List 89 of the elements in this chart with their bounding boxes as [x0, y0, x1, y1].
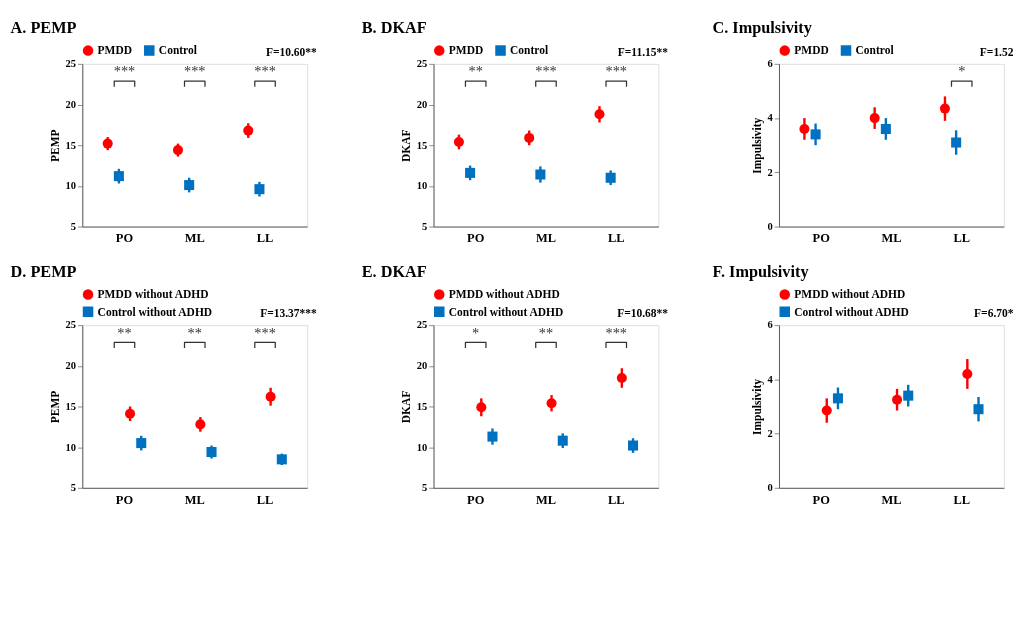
y-tick-label: 20 [65, 360, 77, 372]
annotation: *** [254, 63, 276, 80]
y-tick-label: 10 [416, 180, 428, 192]
annotation: *** [535, 63, 557, 80]
legend-label: PMDD without ADHD [448, 288, 560, 301]
y-axis-title: Impulsivity [750, 378, 764, 436]
y-tick-label: 2 [767, 166, 773, 178]
y-tick-label: 2 [767, 427, 773, 439]
legend-label: Control [510, 44, 549, 57]
y-tick-label: 5 [422, 220, 428, 232]
annotation: *** [254, 324, 276, 341]
legend-label: Control without ADHD [448, 305, 564, 318]
y-tick-label: 20 [416, 360, 428, 372]
y-tick-label: 15 [65, 139, 77, 151]
text: F=11.15** [617, 46, 669, 59]
x-tick-label: LL [256, 492, 274, 507]
text: F=10.68** [617, 307, 669, 320]
x-tick-label: LL [607, 492, 625, 507]
x-tick-label: LL [953, 492, 971, 507]
x-tick-label: ML [535, 492, 556, 507]
legend-label: PMDD without ADHD [794, 288, 906, 301]
legend-label: Control without ADHD [794, 305, 909, 318]
y-tick-label: 5 [70, 220, 77, 232]
x-tick-label: PO [467, 231, 485, 246]
text: F=1.52 [979, 46, 1014, 59]
y-tick-label: 15 [416, 400, 428, 412]
text: F=13.37*** [260, 307, 318, 320]
legend-label: Control without ADHD [97, 305, 213, 318]
legend-label: Control [855, 44, 894, 57]
y-tick-label: 25 [65, 58, 77, 70]
annotation: *** [605, 324, 628, 341]
y-tick-label: 4 [767, 112, 774, 124]
x-tick-label: LL [607, 231, 625, 246]
x-tick-label: LL [256, 231, 274, 246]
y-tick-label: 0 [767, 482, 773, 494]
y-tick-label: 5 [70, 482, 77, 494]
legend-label: PMDD [794, 44, 829, 57]
x-tick-label: ML [184, 231, 205, 246]
annotation: *** [605, 63, 628, 80]
y-axis-title: Impulsivity [750, 117, 764, 174]
x-tick-label: ML [881, 231, 902, 246]
annotation: *** [183, 63, 206, 80]
x-tick-label: LL [953, 231, 971, 246]
x-tick-label: PO [812, 231, 831, 246]
annotation: ** [117, 324, 132, 341]
y-tick-label: 10 [416, 441, 428, 453]
legend-label: Control [158, 44, 197, 57]
chart-title: E. DKAF [361, 263, 427, 282]
y-tick-label: 0 [767, 220, 773, 232]
annotation: ** [468, 63, 483, 80]
y-tick-label: 15 [416, 139, 428, 151]
legend-label: PMDD [97, 44, 133, 57]
y-tick-label: 6 [767, 319, 773, 331]
legend-label: PMDD without ADHD [97, 288, 209, 301]
y-axis-title: PEMP [48, 390, 61, 424]
y-tick-label: 5 [422, 482, 428, 494]
chart-title: B. DKAF [361, 19, 427, 38]
annotation: * [472, 324, 480, 341]
chart-title: D. PEMP [10, 263, 77, 282]
x-tick-label: ML [881, 492, 902, 507]
x-tick-label: PO [467, 492, 485, 507]
text: F=10.60** [265, 46, 318, 59]
text: F=6.70* [974, 307, 1014, 320]
annotation: * [958, 63, 966, 80]
annotation: ** [538, 324, 554, 341]
x-tick-label: PO [115, 492, 134, 507]
y-tick-label: 15 [65, 400, 77, 412]
y-axis-title: DKAF [400, 129, 413, 162]
x-tick-label: PO [812, 492, 831, 507]
y-tick-label: 10 [65, 180, 77, 192]
y-tick-label: 25 [416, 319, 428, 331]
y-tick-label: 25 [65, 319, 77, 331]
y-axis-title: PEMP [48, 129, 61, 162]
annotation: ** [187, 324, 202, 341]
y-tick-label: 10 [65, 441, 77, 453]
annotation: *** [113, 63, 136, 80]
chart-title: C. Impulsivity [712, 19, 812, 38]
y-tick-label: 20 [65, 98, 77, 110]
y-tick-label: 20 [416, 98, 428, 110]
chart-title: A. PEMP [10, 19, 77, 38]
x-tick-label: PO [115, 231, 134, 246]
legend-label: PMDD [448, 44, 484, 57]
x-tick-label: ML [184, 492, 205, 507]
x-tick-label: ML [535, 231, 556, 246]
y-tick-label: 6 [767, 58, 773, 70]
chart-title: F. Impulsivity [712, 263, 809, 282]
y-axis-title: DKAF [400, 390, 413, 424]
y-tick-label: 4 [767, 373, 774, 385]
y-tick-label: 25 [416, 58, 428, 70]
